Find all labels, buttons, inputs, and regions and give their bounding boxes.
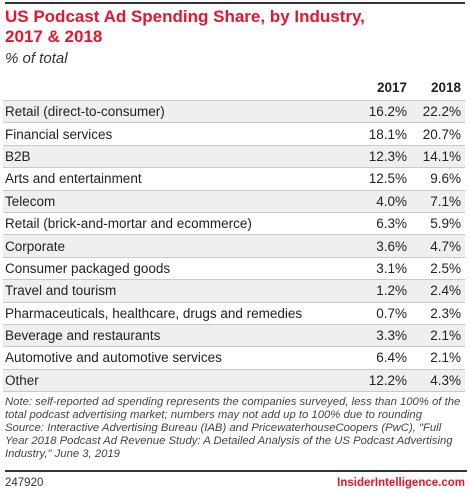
brand-logo-text[interactable]: InsiderIntelligence.com	[337, 477, 465, 489]
row-value-2017: 16.2%	[357, 100, 411, 124]
column-header-2018: 2018	[411, 78, 465, 101]
table-row: Telecom 4.0% 7.1%	[3, 190, 465, 213]
row-value-2017: 3.1%	[357, 257, 411, 281]
chart-notes: Note: self-reported ad spending represen…	[5, 396, 463, 461]
row-category-label: Automotive and automotive services	[3, 346, 357, 370]
row-value-2018: 2.3%	[411, 302, 465, 325]
row-value-2017: 12.5%	[357, 167, 411, 191]
row-value-2018: 22.2%	[411, 100, 465, 124]
chart-frame: US Podcast Ad Spending Share, by Industr…	[3, 2, 465, 461]
row-category-label: Financial services	[3, 122, 357, 146]
chart-title-line-2: 2017 & 2018	[5, 27, 103, 46]
chart-footer: 247920 InsiderIntelligence.com	[5, 470, 467, 494]
row-value-2017: 0.7%	[357, 302, 411, 325]
row-category-label: Pharmaceuticals, healthcare, drugs and r…	[3, 302, 357, 325]
row-value-2018: 4.3%	[411, 369, 465, 393]
row-category-label: Telecom	[3, 190, 357, 213]
table-body: Retail (direct-to-consumer) 16.2% 22.2% Fin…	[3, 100, 465, 393]
row-value-2018: 9.6%	[411, 167, 465, 191]
table-row: Retail (direct-to-consumer) 16.2% 22.2%	[3, 100, 465, 124]
table-row: Pharmaceuticals, healthcare, drugs and r…	[3, 302, 465, 325]
table-row: B2B 12.3% 14.1%	[3, 145, 465, 169]
column-header-category	[3, 78, 357, 101]
table-row: Automotive and automotive services 6.4% 2.…	[3, 346, 465, 370]
row-category-label: Other	[3, 369, 357, 393]
row-value-2017: 3.3%	[357, 324, 411, 348]
chart-subtitle: % of total	[5, 50, 68, 67]
row-value-2018: 2.1%	[411, 324, 465, 348]
row-value-2018: 4.7%	[411, 234, 465, 258]
source-text: Source: Interactive Advertising Bureau (…	[5, 422, 453, 461]
column-header-2017: 2017	[357, 78, 411, 101]
table-row: Arts and entertainment 12.5% 9.6%	[3, 167, 465, 191]
row-value-2018: 5.9%	[411, 212, 465, 236]
row-value-2017: 1.2%	[357, 279, 411, 303]
row-value-2017: 3.6%	[357, 234, 411, 258]
row-value-2017: 18.1%	[357, 122, 411, 146]
row-value-2018: 2.5%	[411, 257, 465, 281]
row-category-label: Retail (brick-and-mortar and ecommerce)	[3, 212, 357, 236]
chart-title-line-1: US Podcast Ad Spending Share, by Industr…	[5, 7, 365, 26]
row-value-2018: 2.1%	[411, 346, 465, 370]
row-value-2017: 6.4%	[357, 346, 411, 370]
table-row: Consumer packaged goods 3.1% 2.5%	[3, 257, 465, 281]
table-row: Beverage and restaurants 3.3% 2.1%	[3, 324, 465, 348]
row-category-label: Corporate	[3, 234, 357, 258]
table-row: Corporate 3.6% 4.7%	[3, 234, 465, 258]
table-row: Retail (brick-and-mortar and ecommerce) 6…	[3, 212, 465, 236]
row-category-label: Consumer packaged goods	[3, 257, 357, 281]
table-row: Other 12.2% 4.3%	[3, 369, 465, 393]
row-category-label: Beverage and restaurants	[3, 324, 357, 348]
row-value-2018: 2.4%	[411, 279, 465, 303]
top-rule	[5, 2, 465, 4]
row-value-2017: 4.0%	[357, 190, 411, 213]
row-category-label: Arts and entertainment	[3, 167, 357, 191]
table-row: Travel and tourism 1.2% 2.4%	[3, 279, 465, 303]
table-header-row: 2017 2018	[3, 78, 465, 101]
chart-title: US Podcast Ad Spending Share, by Industr…	[5, 7, 465, 47]
row-value-2018: 14.1%	[411, 145, 465, 169]
row-category-label: Retail (direct-to-consumer)	[3, 100, 357, 124]
row-value-2017: 12.3%	[357, 145, 411, 169]
row-category-label: B2B	[3, 145, 357, 169]
row-value-2018: 7.1%	[411, 190, 465, 213]
chart-id: 247920	[5, 477, 44, 489]
data-table: 2017 2018 Retail (direct-to-consumer) 16.…	[3, 78, 465, 393]
row-category-label: Travel and tourism	[3, 279, 357, 303]
row-value-2018: 20.7%	[411, 122, 465, 146]
table-row: Financial services 18.1% 20.7%	[3, 122, 465, 146]
note-text: Note: self-reported ad spending represen…	[5, 396, 461, 422]
row-value-2017: 12.2%	[357, 369, 411, 393]
row-value-2017: 6.3%	[357, 212, 411, 236]
